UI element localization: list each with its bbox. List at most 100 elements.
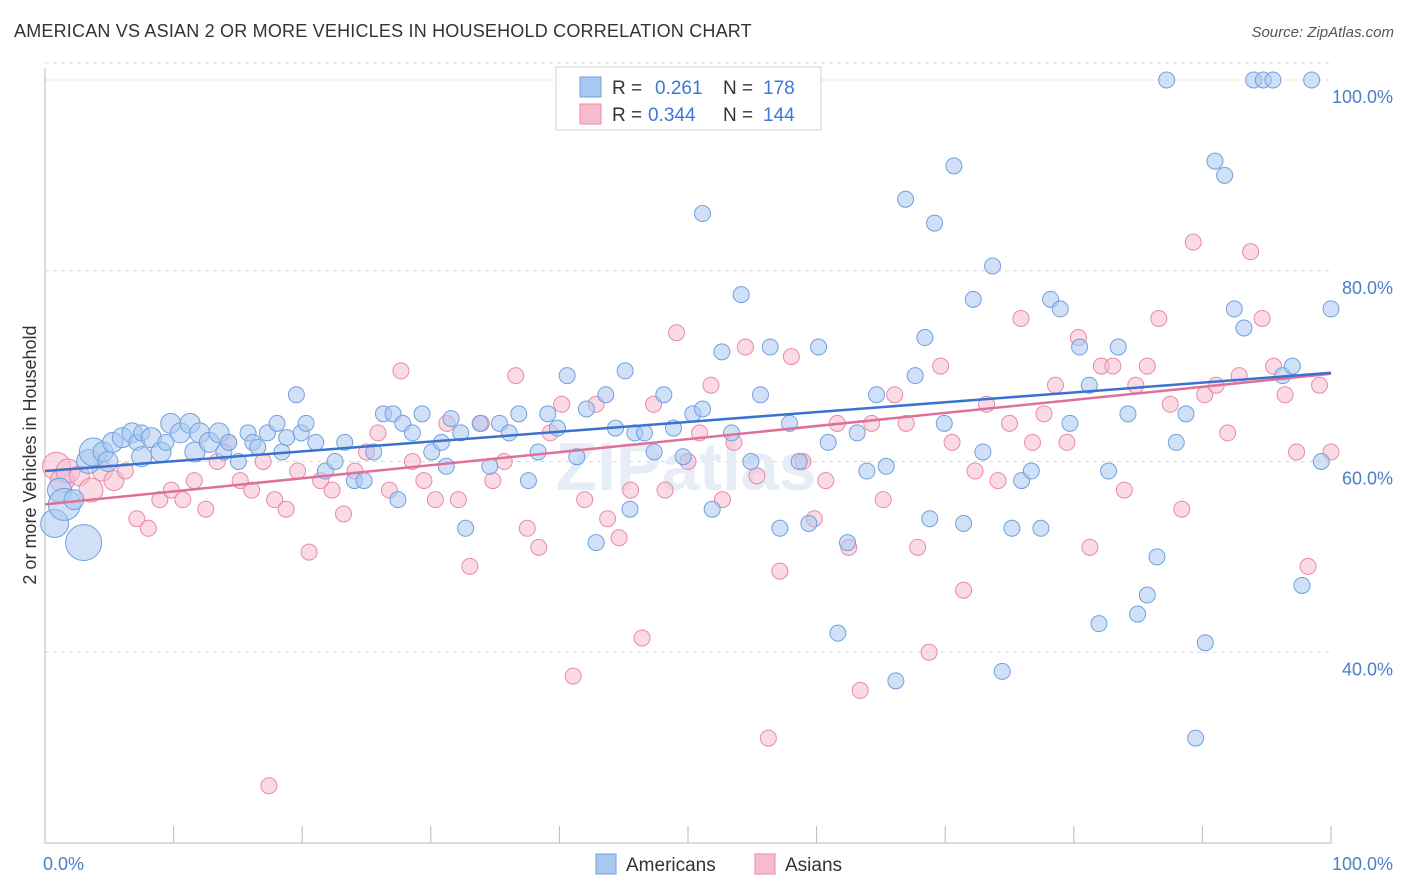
americans-point: [471, 414, 489, 432]
americans-point: [839, 534, 857, 552]
americans-point: [974, 443, 992, 461]
americans-point: [297, 414, 315, 432]
asians-point: [197, 500, 215, 518]
asians-point: [1035, 405, 1053, 423]
y-tick-label: 80.0%: [1342, 278, 1393, 298]
asians-point: [553, 395, 571, 413]
asians-point: [886, 386, 904, 404]
americans-point: [1167, 433, 1185, 451]
asians-point: [277, 500, 295, 518]
asians-point: [610, 529, 628, 547]
americans-point: [336, 433, 354, 451]
asians-point: [1150, 309, 1168, 327]
americans-trend-line: [44, 371, 1332, 473]
asians-point: [484, 472, 502, 490]
asians-point: [920, 643, 938, 661]
americans-point: [887, 672, 905, 690]
asians-point: [1311, 376, 1329, 394]
asians-point: [392, 362, 410, 380]
americans-point: [437, 457, 455, 475]
americans-point: [858, 462, 876, 480]
legend-r-label-asians: R =: [612, 105, 642, 126]
americans-point: [1100, 462, 1118, 480]
asians-point: [955, 581, 973, 599]
asians-point: [989, 472, 1007, 490]
americans-point: [877, 457, 895, 475]
americans-point: [1071, 338, 1089, 356]
bottom-legend-label-asians: Asians: [785, 855, 842, 876]
americans-point: [1303, 71, 1321, 89]
asians-point: [771, 562, 789, 580]
americans-point: [621, 500, 639, 518]
americans-point: [616, 362, 634, 380]
asians-point: [782, 348, 800, 366]
asians-point: [243, 481, 261, 499]
legend-n-value-americans: 178: [763, 78, 795, 99]
americans-point: [984, 257, 1002, 275]
americans-point: [1003, 519, 1021, 537]
asians-point: [507, 367, 525, 385]
americans-point: [457, 519, 475, 537]
asians-point: [1058, 433, 1076, 451]
americans-point: [819, 433, 837, 451]
legend-n-label-asians: N =: [723, 105, 753, 126]
americans-point: [452, 424, 470, 442]
legend-n-value-asians: 144: [763, 105, 795, 126]
asians-point: [736, 338, 754, 356]
asians-point: [759, 729, 777, 747]
americans-point: [921, 510, 939, 528]
americans-point: [1138, 586, 1156, 604]
americans-point: [635, 424, 653, 442]
americans-point: [1206, 152, 1224, 170]
legend-swatch-americans: [579, 76, 602, 98]
americans-point: [1022, 462, 1040, 480]
asians-point: [656, 481, 674, 499]
asians-point: [174, 491, 192, 509]
asians-point: [1115, 481, 1133, 499]
americans-point: [577, 400, 595, 418]
americans-point: [742, 453, 760, 470]
americans-point: [810, 338, 828, 356]
americans-point: [1293, 576, 1311, 594]
asians-point: [897, 414, 915, 432]
americans-points: [40, 71, 1340, 747]
asians-point: [1184, 233, 1202, 251]
legend: R = 0.261 N = 178 R = 0.344 N = 144: [555, 66, 822, 131]
americans-point: [307, 433, 325, 451]
americans-point: [413, 405, 431, 423]
asians-point: [530, 538, 548, 556]
asians-point: [1138, 357, 1156, 375]
chart-source: Source: ZipAtlas.com: [1251, 24, 1394, 41]
asians-point: [1173, 500, 1191, 518]
americans-point: [752, 386, 770, 404]
americans-point: [955, 514, 973, 532]
legend-r-value-asians: 0.344: [648, 105, 696, 126]
asians-point: [1127, 376, 1145, 394]
americans-point: [906, 367, 924, 385]
americans-point: [1235, 319, 1253, 337]
americans-point: [1148, 548, 1166, 566]
asians-point: [78, 477, 104, 503]
americans-point: [926, 214, 944, 232]
asians-point: [260, 777, 278, 795]
americans-point: [548, 419, 566, 437]
americans-point: [1051, 300, 1069, 318]
asians-point: [668, 324, 686, 342]
asians-point: [139, 519, 157, 537]
americans-point: [389, 491, 407, 509]
asians-point: [633, 629, 651, 647]
y-tick-label: 100.0%: [1332, 87, 1393, 107]
asians-point: [1081, 538, 1099, 556]
americans-point: [220, 433, 238, 451]
americans-point: [848, 424, 866, 442]
americans-point: [1158, 71, 1176, 89]
bottom-legend-swatch-asians: [754, 853, 776, 875]
asians-point: [1161, 395, 1179, 413]
americans-point: [355, 472, 373, 490]
americans-point: [597, 386, 615, 404]
asians-point: [449, 491, 467, 509]
asians-point: [874, 491, 892, 509]
americans-point: [278, 429, 296, 447]
asians-point: [185, 472, 203, 490]
